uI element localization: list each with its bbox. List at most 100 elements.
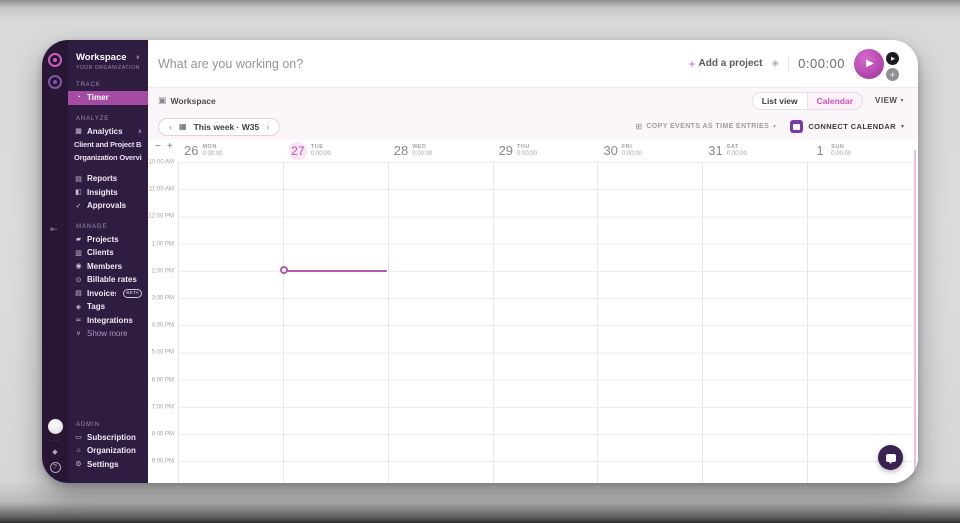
day-column-mon[interactable] <box>178 162 283 483</box>
workspace-switcher-icon-2[interactable] <box>48 75 62 89</box>
sidebar-item-reports[interactable]: ▤ Reports <box>68 172 148 186</box>
overlay-add-button[interactable]: + <box>886 68 899 81</box>
workspace-switcher-icon-1[interactable] <box>48 53 62 67</box>
approvals-icon: ✓ <box>75 202 82 210</box>
day-header-row: − + 26 MON 0:00:00 27 TUE 0:00:00 28 <box>148 140 912 162</box>
calendar-view-tab[interactable]: Calendar <box>806 92 863 109</box>
sidebar-item-label: Analytics <box>87 126 123 136</box>
billable-rates-icon: ⊙ <box>75 276 82 284</box>
start-timer-button[interactable]: ▶ <box>854 48 884 79</box>
day-column-tue[interactable] <box>279 162 388 483</box>
sidebar-item-label: Subscription <box>87 432 136 442</box>
current-time-line <box>283 269 387 272</box>
sidebar-item-settings[interactable]: ⚙ Settings <box>68 458 148 472</box>
day-number: 28 <box>393 143 409 158</box>
organization-icon: ⌂ <box>76 447 81 455</box>
play-icon: ▶ <box>891 55 895 62</box>
screen-record-button[interactable]: ▶ <box>886 52 899 65</box>
day-name: SUN <box>831 144 845 151</box>
day-column-fri[interactable] <box>597 162 702 483</box>
insights-icon: ◧ <box>75 189 82 197</box>
sidebar-item-subscription[interactable]: ▭ Subscription <box>68 431 148 445</box>
previous-week-icon[interactable]: ‹ <box>169 121 172 132</box>
help-chat-button[interactable] <box>878 445 903 470</box>
sidebar-item-approvals[interactable]: ✓ Approvals <box>68 199 148 213</box>
collapse-sidebar-icon[interactable]: ⇤ <box>50 224 58 234</box>
day-total: 0:00:00 <box>202 150 223 157</box>
day-name: SAT <box>726 144 739 151</box>
time-entry-description-input[interactable] <box>158 56 689 71</box>
day-column-wed[interactable] <box>387 162 493 483</box>
briefcase-icon: ▣ <box>158 95 167 105</box>
reports-icon: ▤ <box>75 175 82 183</box>
sidebar-item-label: Integrations <box>87 315 133 325</box>
sidebar-item-projects[interactable]: ▰ Projects <box>68 233 148 247</box>
chevron-down-icon: ∨ <box>135 55 140 61</box>
add-project-button[interactable]: + Add a project <box>689 57 763 71</box>
day-total: 0:00:00 <box>517 150 538 157</box>
workspace-header[interactable]: Workspace ∨ YOUR ORGANIZATION <box>68 52 148 71</box>
zoom-out-button[interactable]: − <box>155 141 161 152</box>
workspace-rail: ⇤ ····· ◆ ? <box>42 40 68 483</box>
help-icon[interactable]: ? <box>49 462 61 473</box>
sidebar-item-integrations[interactable]: ≍ Integrations <box>68 314 148 328</box>
day-header-tue[interactable]: 27 TUE 0:00:00 <box>283 140 388 162</box>
sidebar-item-label: Insights <box>87 187 118 197</box>
sidebar-item-label: Show more <box>87 329 128 339</box>
sidebar-item-insights[interactable]: ◧ Insights <box>68 186 148 200</box>
time-label: 9:00 PM <box>151 458 174 465</box>
sidebar-item-clients[interactable]: ▥ Clients <box>68 246 148 260</box>
calendar-week-view: − + 26 MON 0:00:00 27 TUE 0:00:00 28 <box>148 140 918 483</box>
sidebar-item-timer[interactable]: ◔ Timer <box>68 91 148 105</box>
time-label: 6:00 PM <box>151 376 174 383</box>
sidebar-item-members[interactable]: ◉ Members <box>68 260 148 274</box>
breadcrumb-label: Workspace <box>170 95 216 106</box>
day-number: 31 <box>708 143 723 158</box>
sidebar-item-tags[interactable]: ◈ Tags <box>68 300 148 314</box>
day-header-thu[interactable]: 29 THU 0:00:00 <box>493 140 598 162</box>
day-number: 26 <box>184 143 199 158</box>
day-header-mon[interactable]: 26 MON 0:00:00 <box>178 140 283 162</box>
sidebar-item-analytics[interactable]: ▦ Analytics ∧ <box>68 125 148 139</box>
integrations-icon: ≍ <box>75 317 82 325</box>
sidebar-item-show-more[interactable]: ∨ Show more <box>68 327 148 341</box>
day-column-sun[interactable] <box>807 162 912 483</box>
sidebar-item-client-project[interactable]: Client and Project B... <box>68 138 148 151</box>
timer-topbar: + Add a project ◈ 0:00:00 ▶ <box>148 40 918 88</box>
user-avatar[interactable] <box>47 419 63 434</box>
divider <box>788 56 790 71</box>
next-week-icon[interactable]: › <box>266 121 270 132</box>
day-header-sat[interactable]: 31 SAT 0:00:00 <box>702 140 807 162</box>
day-column-sat[interactable] <box>702 162 807 483</box>
sidebar-item-invoices[interactable]: ▤ Invoices BETA <box>68 287 148 301</box>
current-time-dot <box>279 266 288 275</box>
day-column-thu[interactable] <box>492 162 598 483</box>
day-header-fri[interactable]: 30 FRI 0:00:00 <box>597 140 702 162</box>
day-header-sun[interactable]: 1 SUN 0:00:00 <box>807 140 912 162</box>
plus-icon: + <box>889 69 896 80</box>
list-view-tab[interactable]: List view <box>752 92 807 109</box>
sidebar-item-organization[interactable]: ⌂ Organization <box>68 444 148 458</box>
members-icon: ◉ <box>75 263 82 271</box>
caret-down-icon: ▾ <box>900 98 904 104</box>
invoices-icon: ▤ <box>75 290 82 298</box>
add-project-label: Add a project <box>698 58 763 69</box>
zoom-in-button[interactable]: + <box>166 141 173 152</box>
time-label: 5:00 PM <box>151 349 174 356</box>
time-gutter: 10:00 AM 11:00 AM 12:00 PM 1:00 PM 2:00 … <box>148 159 178 483</box>
day-header-wed[interactable]: 28 WED 0:00:00 <box>388 140 493 162</box>
sidebar-item-org-overview[interactable]: Organization Overvi... <box>68 151 148 164</box>
breadcrumb[interactable]: ▣ Workspace <box>158 95 216 106</box>
view-dropdown[interactable]: VIEW ▾ <box>875 96 904 105</box>
sidebar-item-label: Timer <box>87 93 109 103</box>
week-selector[interactable]: ‹ ▦ This week · W35 › <box>158 117 281 136</box>
sidebar-item-label: Reports <box>87 174 118 184</box>
caret-down-icon: ▾ <box>773 123 777 130</box>
bell-icon[interactable]: ◆ <box>52 449 58 456</box>
plus-icon: + <box>688 56 696 71</box>
tag-icon[interactable]: ◈ <box>771 58 780 69</box>
sidebar-item-billable-rates[interactable]: ⊙ Billable rates <box>68 273 148 287</box>
copy-events-button[interactable]: ⊞ COPY EVENTS AS TIME ENTRIES ▾ <box>635 122 776 131</box>
connect-calendar-button[interactable]: CONNECT CALENDAR ▾ <box>790 120 904 133</box>
